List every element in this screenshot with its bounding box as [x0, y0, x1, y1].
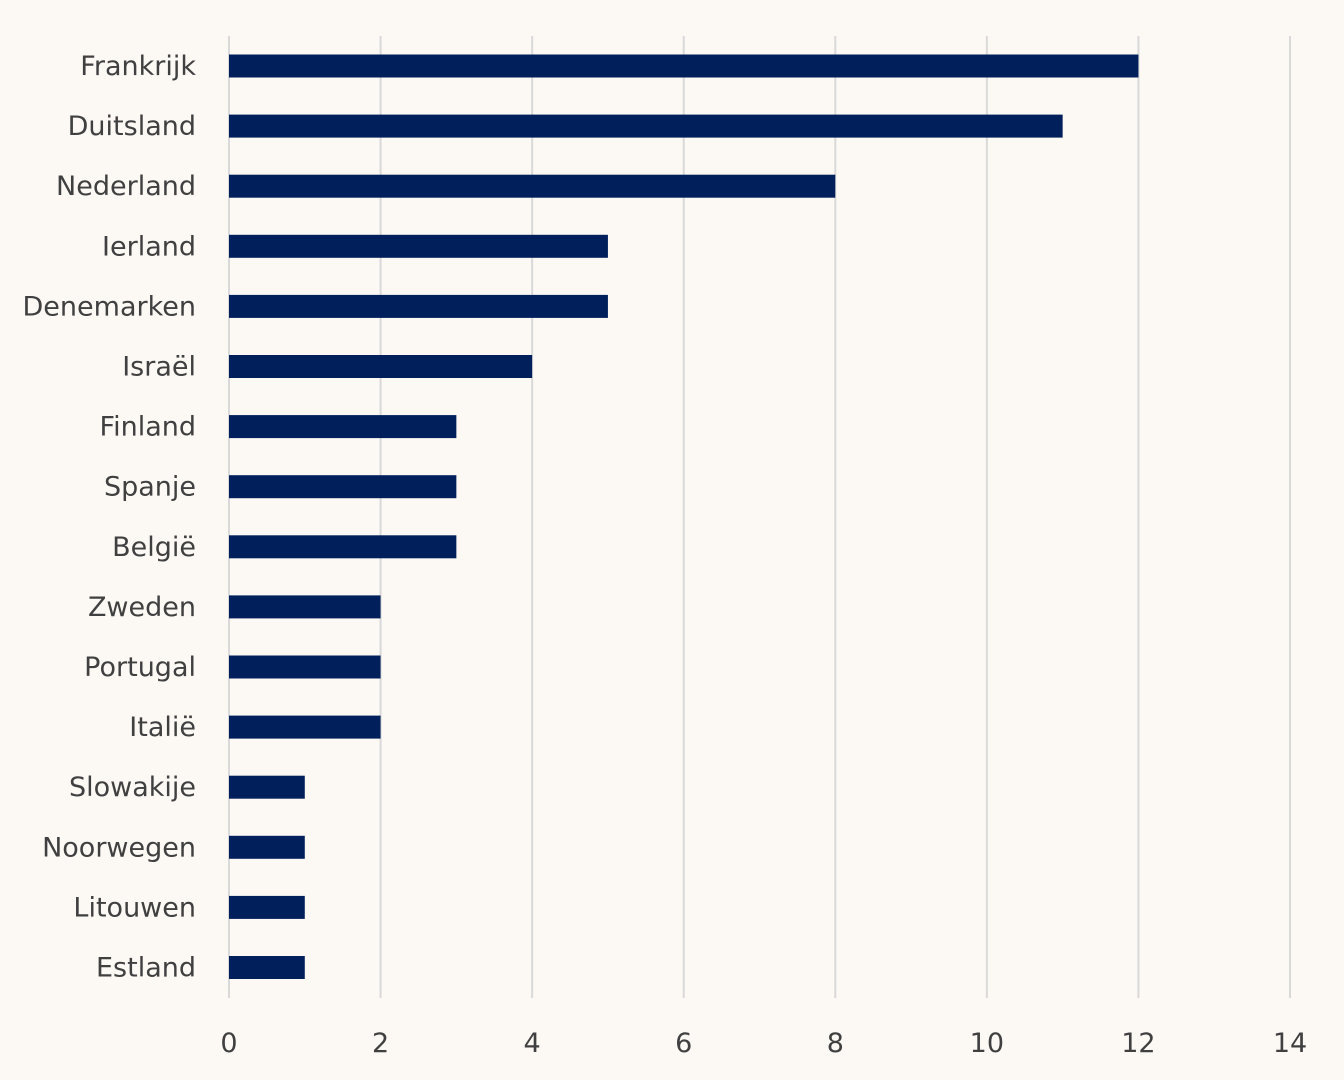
x-tick-label-2: 2	[372, 1028, 389, 1059]
x-tick-label-14: 14	[1273, 1028, 1307, 1059]
x-tick-label-6: 6	[675, 1028, 692, 1059]
bar-isra-l	[229, 355, 533, 378]
bar-slowakije	[229, 775, 305, 799]
category-label-isra-l: Israël	[122, 352, 196, 383]
bars	[229, 54, 1139, 979]
bar-itali-	[229, 715, 381, 739]
category-label-nederland: Nederland	[56, 171, 196, 202]
x-tick-label-0: 0	[220, 1028, 237, 1059]
bar-noorwegen	[229, 835, 305, 859]
bar-ierland	[229, 234, 608, 258]
category-label-estland: Estland	[96, 953, 196, 984]
category-label-noorwegen: Noorwegen	[42, 832, 196, 863]
x-tick-label-10: 10	[970, 1028, 1004, 1059]
x-tick-label-8: 8	[827, 1028, 844, 1059]
bar-finland	[229, 415, 457, 439]
category-label-denemarken: Denemarken	[23, 291, 196, 322]
category-label-spanje: Spanje	[104, 472, 196, 503]
bar-duitsland	[229, 114, 1063, 138]
x-tick-label-4: 4	[524, 1028, 541, 1059]
bar-litouwen	[229, 895, 305, 919]
category-label-zweden: Zweden	[88, 592, 196, 623]
bar-belgi-	[229, 535, 457, 559]
bar-denemarken	[229, 294, 608, 318]
category-label-slowakije: Slowakije	[69, 772, 196, 803]
category-label-ierland: Ierland	[102, 231, 196, 262]
category-label-portugal: Portugal	[84, 652, 196, 683]
category-label-duitsland: Duitsland	[68, 111, 196, 142]
category-label-itali-: Italië	[129, 712, 196, 743]
x-axis-tick-labels: 0 2 4 6 8 10 12 14	[220, 1028, 1307, 1059]
x-tick-label-12: 12	[1121, 1028, 1155, 1059]
category-label-finland: Finland	[100, 412, 196, 443]
bar-portugal	[229, 655, 381, 679]
category-labels: Frankrijk Duitsland Nederland Ierland Denema…	[23, 51, 197, 984]
bar-zweden	[229, 595, 381, 619]
category-label-litouwen: Litouwen	[73, 892, 196, 923]
bar-frankrijk	[229, 54, 1139, 78]
bar-spanje	[229, 475, 457, 499]
bar-estland	[229, 956, 305, 979]
bar-nederland	[229, 174, 836, 198]
category-label-frankrijk: Frankrijk	[80, 51, 196, 82]
category-label-belgi-: België	[112, 532, 196, 563]
